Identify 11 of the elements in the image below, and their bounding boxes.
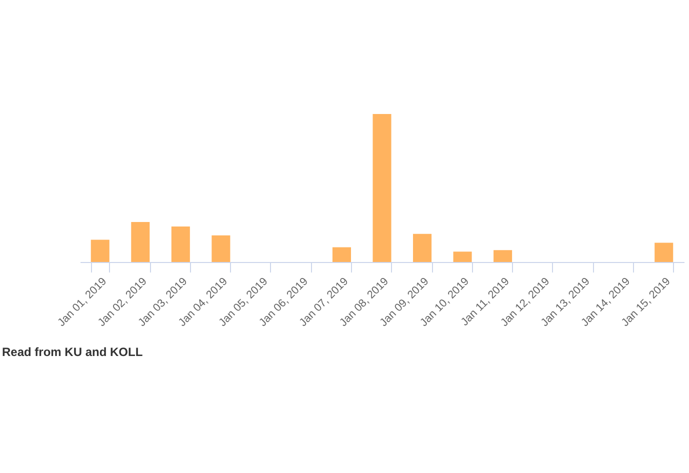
bar bbox=[332, 247, 351, 262]
bar bbox=[413, 234, 432, 262]
bar bbox=[90, 240, 110, 262]
bar bbox=[494, 250, 512, 262]
bar bbox=[212, 235, 230, 262]
bar bbox=[171, 226, 190, 262]
text: Read from KU and KOLL bbox=[2, 345, 143, 359]
bar bbox=[654, 242, 674, 262]
bar bbox=[131, 222, 150, 262]
bar bbox=[453, 252, 472, 262]
bar bbox=[372, 114, 392, 262]
